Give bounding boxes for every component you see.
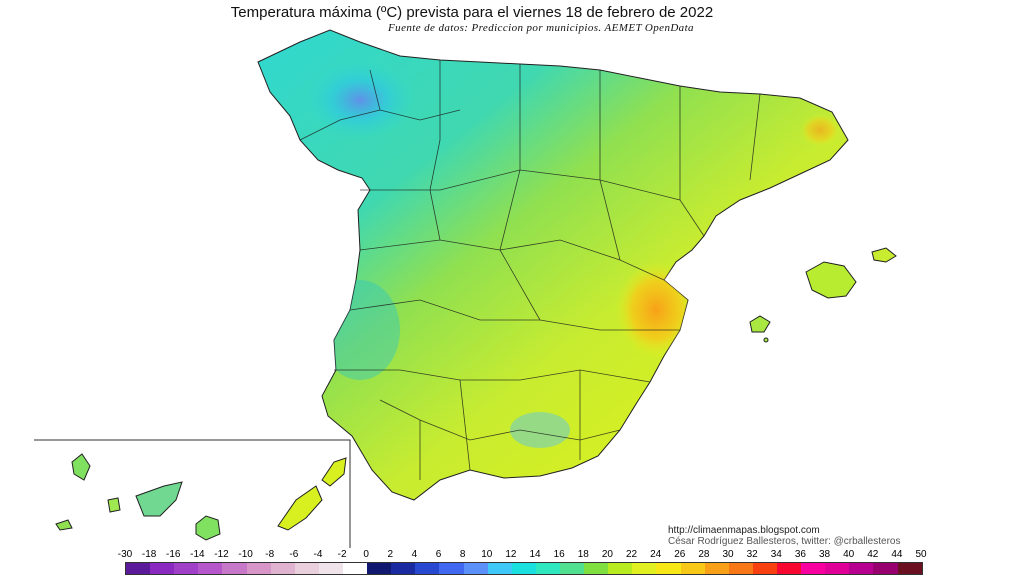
legend-label: 14 [529,549,541,560]
legend-swatch [415,563,440,574]
legend-label: -8 [265,549,275,560]
legend-label: 40 [843,549,855,560]
legend-swatch [680,563,705,574]
legend-label: -4 [313,549,323,560]
legend-label: 30 [722,549,734,560]
balearic-islands [749,247,897,343]
legend-swatch [511,563,536,574]
legend-label: 34 [770,549,782,560]
legend-label: -10 [238,549,253,560]
legend-label: 8 [459,549,466,560]
credits-author: César Rodríguez Ballesteros, twitter: @c… [668,536,901,547]
legend-swatch [849,563,874,574]
legend-label: 44 [891,549,903,560]
legend-swatch [487,563,512,574]
legend-label: 24 [650,549,662,560]
legend-label: 6 [435,549,442,560]
legend-swatch [608,563,633,574]
legend-label: 36 [794,549,806,560]
map-title: Temperatura máxima (ºC) prevista para el… [230,4,714,21]
credits-url: http://climaenmapas.blogspot.com [668,525,820,536]
legend-swatch [704,563,729,574]
legend-swatch [126,563,151,574]
legend-swatch [776,563,802,574]
legend-label: 18 [577,549,589,560]
legend-swatch [150,563,175,574]
legend-swatch [656,563,681,574]
legend-swatch [294,563,319,574]
legend-swatch [752,563,777,574]
legend-label: 50 [915,549,927,560]
legend-labels: -30 -18 -16 -14 -12 -10 -8 -6 -4 -2 0 2 4 6 8 10 12 14 16 1… [0,549,1024,561]
legend-swatch [873,563,898,574]
legend-label: -6 [289,549,299,560]
legend-label: -14 [190,549,205,560]
legend-swatch [535,563,560,574]
map-subtitle: Fuente de datos: Prediccion por municipi… [388,22,694,34]
legend-label: 16 [553,549,565,560]
legend-swatch [246,563,271,574]
legend-label: 32 [746,549,758,560]
legend-label: 20 [601,549,613,560]
legend-label: -18 [141,549,157,560]
legend-label: -12 [214,549,229,560]
legend-label: 4 [411,549,418,560]
legend-swatch [801,563,826,574]
canary-islands-inset [34,439,351,548]
legend-swatch [728,563,753,574]
legend-swatch [342,563,368,574]
legend-swatch [270,563,295,574]
legend-swatch [632,563,657,574]
legend-swatch [174,563,199,574]
legend-swatch [367,563,392,574]
legend-swatch [318,563,343,574]
legend-swatch [897,563,922,574]
legend-swatch [463,563,488,574]
legend-swatch [559,563,585,574]
legend-label: 38 [818,549,831,560]
legend-swatch [222,563,247,574]
legend-label: 28 [698,549,710,560]
legend-swatch [198,563,223,574]
legend-label: -30 [117,549,133,560]
color-scale-legend [125,562,923,575]
legend-label: -16 [166,549,181,560]
legend-label: 22 [625,549,638,560]
legend-label: 12 [505,549,517,560]
legend-label: 2 [387,549,394,560]
legend-swatch [439,563,464,574]
legend-label: 0 [363,549,369,560]
credits: http://climaenmapas.blogspot.com César R… [668,525,900,547]
legend-swatch [391,563,416,574]
legend-label: -2 [337,549,347,560]
legend-label: 26 [674,549,686,560]
legend-swatch [584,563,609,574]
legend-label: 42 [867,549,879,560]
legend-swatch [825,563,850,574]
peninsula-region [257,29,849,501]
legend-label: 10 [481,549,493,560]
